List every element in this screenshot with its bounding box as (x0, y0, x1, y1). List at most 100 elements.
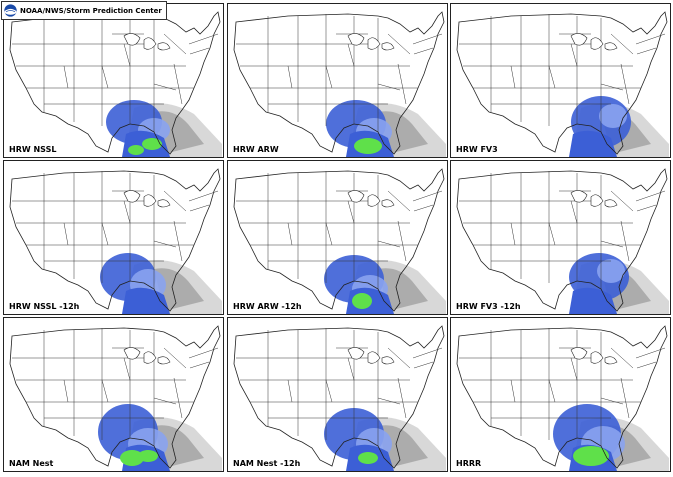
great-lakes (570, 33, 618, 51)
state-border (548, 379, 556, 403)
country-outline (456, 11, 668, 155)
panel-label: HRW FV3 -12h (455, 302, 522, 311)
precip-blob (597, 259, 625, 283)
state-border (610, 33, 634, 55)
model-panel: NAM Nest (3, 317, 224, 472)
state-border (412, 347, 443, 359)
heavy-precip-blob (354, 138, 382, 154)
country-outline (456, 325, 668, 469)
us-map (233, 11, 446, 157)
state-border (63, 65, 69, 89)
state-border (287, 222, 293, 246)
heavy-precip-blob (352, 293, 372, 309)
state-border (173, 220, 183, 262)
model-panel: HRW ARW -12h (227, 160, 448, 315)
state-border (325, 379, 333, 403)
state-border (387, 190, 411, 212)
us-map (233, 168, 446, 314)
panel-label: HRW ARW (232, 145, 280, 154)
model-panel: HRW NSSL (3, 3, 224, 158)
us-map (456, 168, 669, 314)
panel-label: HRW NSSL (8, 145, 58, 154)
state-border (325, 222, 333, 246)
state-border (620, 220, 630, 262)
country-outline (9, 168, 221, 312)
moderate-precip-area (378, 268, 428, 311)
moderate-precip-area (154, 425, 204, 468)
panel-label: NAM Nest -12h (232, 459, 302, 468)
state-border (635, 33, 666, 45)
precip-band (569, 287, 617, 314)
great-lakes (347, 347, 395, 365)
panel-label: HRRR (455, 459, 483, 468)
state-border (397, 377, 407, 419)
state-border (510, 379, 516, 403)
state-border (325, 65, 333, 89)
state-border (63, 379, 69, 403)
panel-label: NAM Nest (8, 459, 55, 468)
us-map (9, 168, 222, 314)
heavy-precip-blob (138, 450, 158, 462)
model-panel: HRW NSSL -12h (3, 160, 224, 315)
state-border (412, 33, 443, 45)
state-border (510, 65, 516, 89)
credit-text: NOAA/NWS/Storm Prediction Center (20, 6, 162, 15)
state-border (620, 63, 630, 105)
state-border (636, 361, 657, 369)
state-border (387, 33, 411, 55)
state-border (510, 222, 516, 246)
state-border (412, 190, 443, 202)
state-border (189, 361, 210, 369)
moderate-precip-area (154, 268, 204, 311)
country-outline (9, 11, 221, 155)
great-lakes (123, 33, 171, 51)
state-border (123, 200, 131, 224)
state-border (173, 377, 183, 419)
state-border (413, 361, 434, 369)
panel-label: HRW FV3 (455, 145, 499, 154)
state-border (153, 240, 177, 248)
state-border (397, 63, 407, 105)
precip-band (569, 130, 617, 157)
panel-label: HRW NSSL -12h (8, 302, 81, 311)
state-border (163, 190, 187, 212)
state-border (413, 47, 434, 55)
noaa-logo-icon (4, 4, 17, 17)
state-border (636, 47, 657, 55)
heavy-precip-blob (120, 450, 144, 466)
state-border (377, 397, 401, 405)
state-border (63, 222, 69, 246)
us-map (456, 11, 669, 157)
state-border (397, 220, 407, 262)
panel-label: HRW ARW -12h (232, 302, 303, 311)
heavy-precip-blob (142, 138, 162, 150)
state-border (635, 347, 666, 359)
precip-blob (599, 104, 627, 128)
state-border (600, 83, 624, 91)
state-border (600, 240, 624, 248)
heavy-precip-blob (358, 452, 378, 464)
moderate-precip-area (154, 111, 204, 154)
great-lakes (123, 347, 171, 365)
state-border (163, 347, 187, 369)
state-border (347, 200, 355, 224)
state-border (287, 379, 293, 403)
state-border (635, 190, 666, 202)
great-lakes (570, 190, 618, 208)
state-border (188, 33, 219, 45)
state-border (548, 65, 556, 89)
credit-badge: NOAA/NWS/Storm Prediction Center (1, 1, 167, 20)
us-map (233, 325, 446, 471)
great-lakes (347, 190, 395, 208)
country-outline (9, 325, 221, 469)
state-border (153, 83, 177, 91)
great-lakes (123, 190, 171, 208)
model-panel: HRW FV3 (450, 3, 671, 158)
heavy-precip-blob (573, 446, 609, 466)
us-map (456, 325, 669, 471)
state-border (188, 190, 219, 202)
state-border (377, 83, 401, 91)
precip-band (122, 287, 170, 314)
state-border (347, 43, 355, 67)
state-border (188, 347, 219, 359)
